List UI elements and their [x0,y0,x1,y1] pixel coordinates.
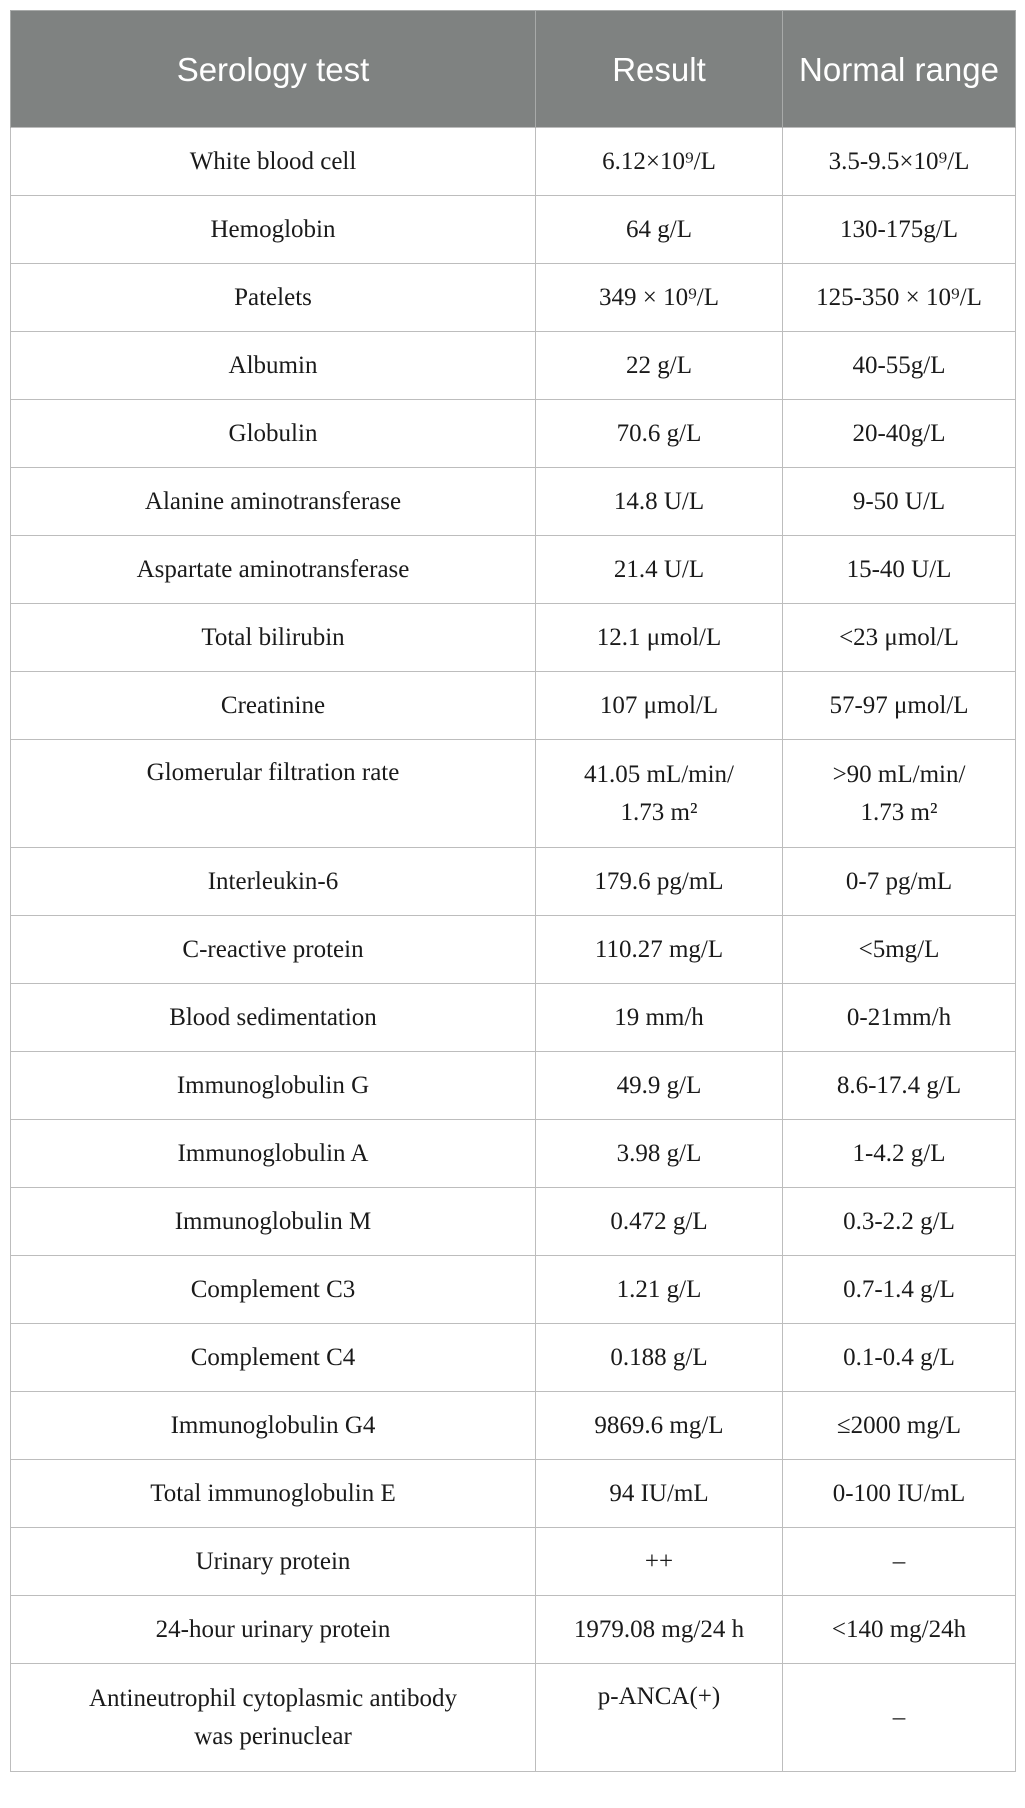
cell-result: 41.05 mL/min/ 1.73 m² [535,739,783,848]
table-row: Globulin 70.6 g/L 20-40g/L [10,399,1016,468]
table-row: C-reactive protein 110.27 mg/L <5mg/L [10,915,1016,984]
cell-test: Immunoglobulin M [10,1187,536,1256]
cell-test: Patelets [10,263,536,332]
cell-result: 110.27 mg/L [535,915,783,984]
serology-table: Serology test Result Normal range White … [10,10,1016,1772]
cell-result: 0.472 g/L [535,1187,783,1256]
cell-test: Creatinine [10,671,536,740]
cell-range: 0.1-0.4 g/L [782,1323,1016,1392]
cell-test: White blood cell [10,127,536,196]
cell-test: Complement C4 [10,1323,536,1392]
table-row: 24-hour urinary protein 1979.08 mg/24 h … [10,1595,1016,1664]
cell-result: 9869.6 mg/L [535,1391,783,1460]
cell-result: 107 μmol/L [535,671,783,740]
cell-range: 57-97 μmol/L [782,671,1016,740]
table-row: Total immunoglobulin E 94 IU/mL 0-100 IU… [10,1459,1016,1528]
cell-result: 1.21 g/L [535,1255,783,1324]
cell-range: 0.3-2.2 g/L [782,1187,1016,1256]
cell-range: >90 mL/min/ 1.73 m² [782,739,1016,848]
table-body: White blood cell 6.12×10⁹/L 3.5-9.5×10⁹/… [10,127,1016,1772]
cell-range: – [782,1527,1016,1596]
table-row: Blood sedimentation 19 mm/h 0-21mm/h [10,983,1016,1052]
cell-range: 1-4.2 g/L [782,1119,1016,1188]
cell-test: Complement C3 [10,1255,536,1324]
table-row: Complement C4 0.188 g/L 0.1-0.4 g/L [10,1323,1016,1392]
table-row: Immunoglobulin A 3.98 g/L 1-4.2 g/L [10,1119,1016,1188]
header-row: Serology test Result Normal range [10,10,1016,128]
cell-range: 20-40g/L [782,399,1016,468]
cell-result: 19 mm/h [535,983,783,1052]
header-result: Result [535,10,783,128]
cell-range: 0-21mm/h [782,983,1016,1052]
cell-result: 12.1 μmol/L [535,603,783,672]
cell-test: C-reactive protein [10,915,536,984]
cell-result: 14.8 U/L [535,467,783,536]
table-row: Complement C3 1.21 g/L 0.7-1.4 g/L [10,1255,1016,1324]
cell-range: ≤2000 mg/L [782,1391,1016,1460]
table-row: Creatinine 107 μmol/L 57-97 μmol/L [10,671,1016,740]
table-row: Immunoglobulin G 49.9 g/L 8.6-17.4 g/L [10,1051,1016,1120]
cell-result: 1979.08 mg/24 h [535,1595,783,1664]
cell-result: 22 g/L [535,331,783,400]
cell-test: Antineutrophil cytoplasmic antibody was … [10,1663,536,1772]
cell-range: <140 mg/24h [782,1595,1016,1664]
cell-result: 179.6 pg/mL [535,847,783,916]
table-row: Aspartate aminotransferase 21.4 U/L 15-4… [10,535,1016,604]
cell-range: 3.5-9.5×10⁹/L [782,127,1016,196]
table-row: Urinary protein ++ – [10,1527,1016,1596]
cell-result: 70.6 g/L [535,399,783,468]
cell-test: Hemoglobin [10,195,536,264]
cell-range: 125-350 × 10⁹/L [782,263,1016,332]
cell-test: Total bilirubin [10,603,536,672]
cell-range: 9-50 U/L [782,467,1016,536]
cell-test: Blood sedimentation [10,983,536,1052]
cell-range: 0-7 pg/mL [782,847,1016,916]
table-header: Serology test Result Normal range [10,10,1016,128]
cell-range: 0.7-1.4 g/L [782,1255,1016,1324]
cell-test: Total immunoglobulin E [10,1459,536,1528]
header-serology-test: Serology test [10,10,536,128]
cell-test: Globulin [10,399,536,468]
cell-range: <23 μmol/L [782,603,1016,672]
cell-result: 21.4 U/L [535,535,783,604]
table-row: Interleukin-6 179.6 pg/mL 0-7 pg/mL [10,847,1016,916]
table-row: Albumin 22 g/L 40-55g/L [10,331,1016,400]
cell-range: 40-55g/L [782,331,1016,400]
cell-range: 0-100 IU/mL [782,1459,1016,1528]
table-row: Immunoglobulin G4 9869.6 mg/L ≤2000 mg/L [10,1391,1016,1460]
table-row: Alanine aminotransferase 14.8 U/L 9-50 U… [10,467,1016,536]
cell-test: Immunoglobulin A [10,1119,536,1188]
table-row: Glomerular filtration rate 41.05 mL/min/… [10,739,1016,848]
cell-result: 349 × 10⁹/L [535,263,783,332]
cell-result: 3.98 g/L [535,1119,783,1188]
table-row: Patelets 349 × 10⁹/L 125-350 × 10⁹/L [10,263,1016,332]
cell-test: Interleukin-6 [10,847,536,916]
cell-result: 0.188 g/L [535,1323,783,1392]
cell-range: 130-175g/L [782,195,1016,264]
cell-range: 15-40 U/L [782,535,1016,604]
cell-result: 94 IU/mL [535,1459,783,1528]
cell-result: 6.12×10⁹/L [535,127,783,196]
cell-test: 24-hour urinary protein [10,1595,536,1664]
table-row: White blood cell 6.12×10⁹/L 3.5-9.5×10⁹/… [10,127,1016,196]
table-row: Antineutrophil cytoplasmic antibody was … [10,1663,1016,1772]
cell-result: 64 g/L [535,195,783,264]
cell-range: 8.6-17.4 g/L [782,1051,1016,1120]
cell-test: Aspartate aminotransferase [10,535,536,604]
table-row: Total bilirubin 12.1 μmol/L <23 μmol/L [10,603,1016,672]
cell-test: Glomerular filtration rate [10,739,536,848]
header-normal-range: Normal range [782,10,1016,128]
cell-test: Immunoglobulin G4 [10,1391,536,1460]
cell-range: – [782,1663,1016,1772]
cell-result: 49.9 g/L [535,1051,783,1120]
cell-test: Albumin [10,331,536,400]
cell-test: Immunoglobulin G [10,1051,536,1120]
table-row: Immunoglobulin M 0.472 g/L 0.3-2.2 g/L [10,1187,1016,1256]
cell-result: p-ANCA(+) [535,1663,783,1772]
table-row: Hemoglobin 64 g/L 130-175g/L [10,195,1016,264]
cell-test: Alanine aminotransferase [10,467,536,536]
cell-result: ++ [535,1527,783,1596]
cell-range: <5mg/L [782,915,1016,984]
cell-test: Urinary protein [10,1527,536,1596]
